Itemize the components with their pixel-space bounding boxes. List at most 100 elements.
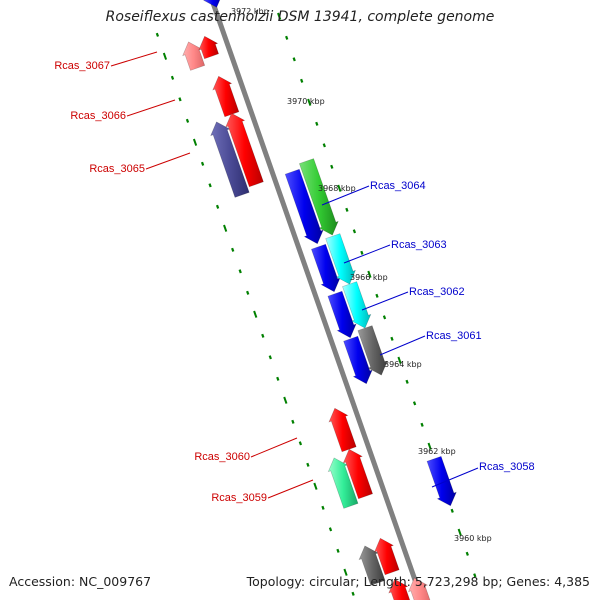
gene-arrow — [311, 243, 341, 293]
tick-mark — [238, 269, 242, 274]
kbp-label: 3962 kbp — [418, 447, 456, 456]
gene-label[interactable]: Rcas_3065 — [89, 163, 145, 175]
tick-mark — [298, 441, 303, 446]
gene-leader-line — [145, 152, 191, 170]
tick-mark — [261, 333, 265, 338]
gene-label[interactable]: Rcas_3058 — [479, 461, 535, 473]
tick-mark — [345, 207, 349, 212]
tick-mark — [457, 528, 462, 536]
gene-leader-line — [267, 479, 314, 499]
gene-label[interactable]: Rcas_3067 — [54, 60, 110, 72]
tick-mark — [170, 75, 175, 80]
tick-mark — [330, 164, 334, 169]
genome-summary: Topology: circular; Length: 5,723,298 bp… — [246, 574, 590, 589]
gene-leader-line — [343, 244, 391, 264]
gene-label[interactable]: Rcas_3064 — [370, 180, 426, 192]
gene-arrow — [327, 290, 357, 339]
tick-mark — [322, 143, 326, 148]
tick-mark — [155, 32, 160, 37]
gene-label[interactable]: Rcas_3060 — [194, 451, 250, 463]
tick-mark — [300, 78, 304, 83]
tick-mark — [352, 229, 357, 234]
tick-mark — [231, 247, 235, 252]
tick-mark — [367, 270, 372, 278]
tick-mark — [412, 401, 417, 406]
gene-label[interactable]: Rcas_3066 — [70, 110, 126, 122]
gene-arrow — [202, 0, 221, 8]
tick-mark — [200, 161, 205, 166]
gene-arrow — [373, 537, 400, 576]
gene-arrow — [342, 448, 373, 500]
tick-mark — [337, 184, 342, 192]
gene-leader-line — [321, 185, 370, 206]
gene-leader-line — [431, 467, 479, 488]
gene-arrow — [407, 577, 431, 600]
tick-mark — [283, 396, 288, 404]
tick-mark — [253, 310, 258, 318]
tick-mark — [315, 121, 319, 126]
tick-mark — [427, 442, 432, 450]
kbp-label: 3960 kbp — [454, 534, 492, 543]
tick-mark — [208, 183, 212, 188]
tick-mark — [382, 315, 387, 320]
tick-mark — [285, 35, 289, 40]
gene-arrow — [210, 121, 250, 198]
tick-mark — [306, 462, 310, 467]
gene-leader-line — [361, 291, 409, 311]
tick-mark — [473, 573, 477, 578]
gene-arrow — [325, 233, 356, 285]
kbp-labels: 3972 kbp 3970 kbp 3968 kbp 3966 kbp 3964 kbp… — [231, 7, 492, 543]
gene-arrow — [284, 168, 324, 245]
tick-mark — [162, 52, 168, 60]
tick-mark — [360, 250, 364, 255]
tick-mark — [277, 12, 282, 20]
tick-mark — [328, 527, 333, 532]
tick-mark — [390, 336, 394, 341]
gene-arrow — [358, 545, 386, 586]
accession-text: Accession: NC_009767 — [9, 574, 152, 589]
gene-labels: Rcas_3067 Rcas_3066 Rcas_3065 Rcas_3064 Rcas… — [54, 51, 535, 504]
tick-mark — [450, 508, 454, 513]
tick-mark — [343, 568, 348, 576]
kbp-label: 3964 kbp — [384, 360, 422, 369]
gene-arrow — [212, 75, 240, 118]
gene-arrow — [426, 456, 457, 507]
gene-label[interactable]: Rcas_3061 — [426, 330, 482, 342]
gene-leader-line — [126, 99, 176, 117]
tick-mark — [246, 290, 250, 295]
tick-mark — [397, 356, 402, 364]
tick-mark — [178, 97, 182, 102]
tick-mark — [351, 591, 355, 596]
gene-arrow — [182, 41, 206, 71]
tick-mark — [420, 422, 424, 427]
kbp-label: 3972 kbp — [231, 7, 269, 16]
tick-mark — [405, 379, 409, 384]
gene-arrow — [327, 457, 359, 509]
gene-leader-line — [379, 335, 426, 356]
gene-features — [182, 0, 457, 600]
kbp-label: 3966 kbp — [350, 273, 388, 282]
gene-label[interactable]: Rcas_3063 — [391, 239, 447, 251]
gene-arrow — [357, 325, 388, 376]
tick-mark — [215, 204, 220, 209]
tick-mark — [313, 482, 318, 490]
tick-mark — [192, 138, 198, 146]
tick-mark — [268, 355, 272, 360]
gene-arrow — [198, 35, 219, 60]
tick-mark — [465, 551, 469, 556]
gene-arrow — [343, 335, 373, 385]
gene-arrow — [225, 112, 264, 188]
gene-leader-line — [110, 51, 158, 67]
genome-backbone — [209, 0, 425, 600]
tick-mark — [336, 548, 340, 553]
genome-title: Roseiflexus castenholzii DSM 13941, comp… — [105, 9, 495, 25]
gene-arrow — [299, 158, 339, 236]
gene-label[interactable]: Rcas_3059 — [211, 492, 267, 504]
tick-mark — [321, 505, 325, 510]
tick-mark — [292, 57, 296, 62]
gene-label[interactable]: Rcas_3062 — [409, 286, 465, 298]
gene-arrow — [342, 281, 372, 329]
tick-marks — [155, 12, 477, 596]
gene-arrow — [328, 407, 357, 453]
